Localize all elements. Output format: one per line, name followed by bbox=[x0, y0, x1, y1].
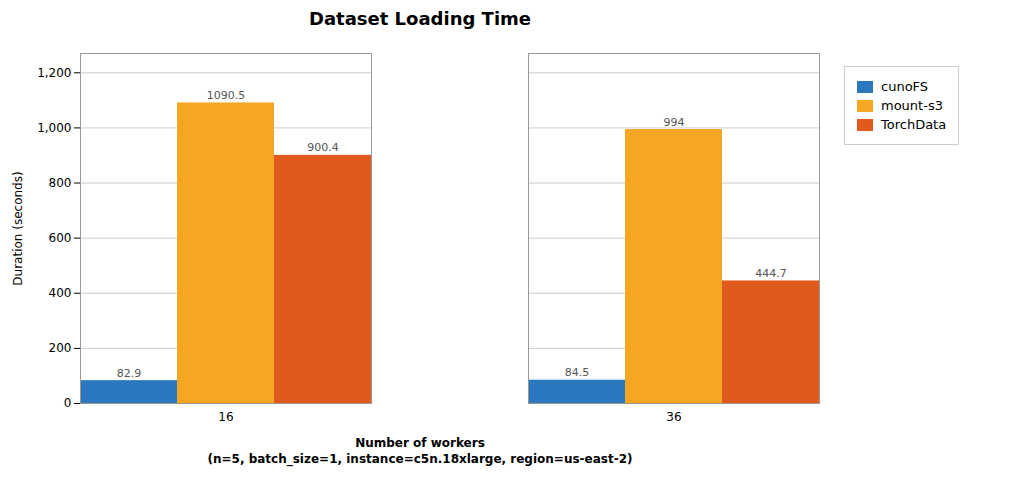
html-text:cunoFS: cunoFS bbox=[881, 79, 929, 94]
svg-text:800: 800 bbox=[49, 176, 72, 190]
svg-text:1090.5: 1090.5 bbox=[207, 89, 246, 102]
svg-text:400: 400 bbox=[49, 286, 72, 300]
html-text:TorchData: TorchData bbox=[881, 117, 947, 132]
svg-text:900.4: 900.4 bbox=[307, 141, 339, 154]
svg-text:36: 36 bbox=[666, 410, 681, 424]
html-text:Dataset Loading Time: Dataset Loading Time bbox=[309, 8, 531, 29]
svg-text:994: 994 bbox=[664, 116, 685, 129]
svg-text:444.7: 444.7 bbox=[755, 267, 787, 280]
svg-text:200: 200 bbox=[49, 341, 72, 355]
svg-text:1,200: 1,200 bbox=[37, 66, 71, 80]
svg-text:84.5: 84.5 bbox=[565, 366, 590, 379]
svg-text:0: 0 bbox=[64, 396, 72, 410]
svg-text:16: 16 bbox=[218, 410, 233, 424]
svg-text:Duration (seconds): Duration (seconds) bbox=[11, 171, 25, 285]
svg-text:600: 600 bbox=[49, 231, 72, 245]
svg-text:82.9: 82.9 bbox=[117, 367, 142, 380]
html-text:(n=5, batch_size=1, instance=c: (n=5, batch_size=1, instance=c5n.18xlarg… bbox=[207, 452, 633, 467]
html-text:Number of workers: Number of workers bbox=[355, 436, 485, 450]
svg-text:1,000: 1,000 bbox=[37, 121, 71, 135]
html-text:mount-s3: mount-s3 bbox=[881, 98, 943, 113]
